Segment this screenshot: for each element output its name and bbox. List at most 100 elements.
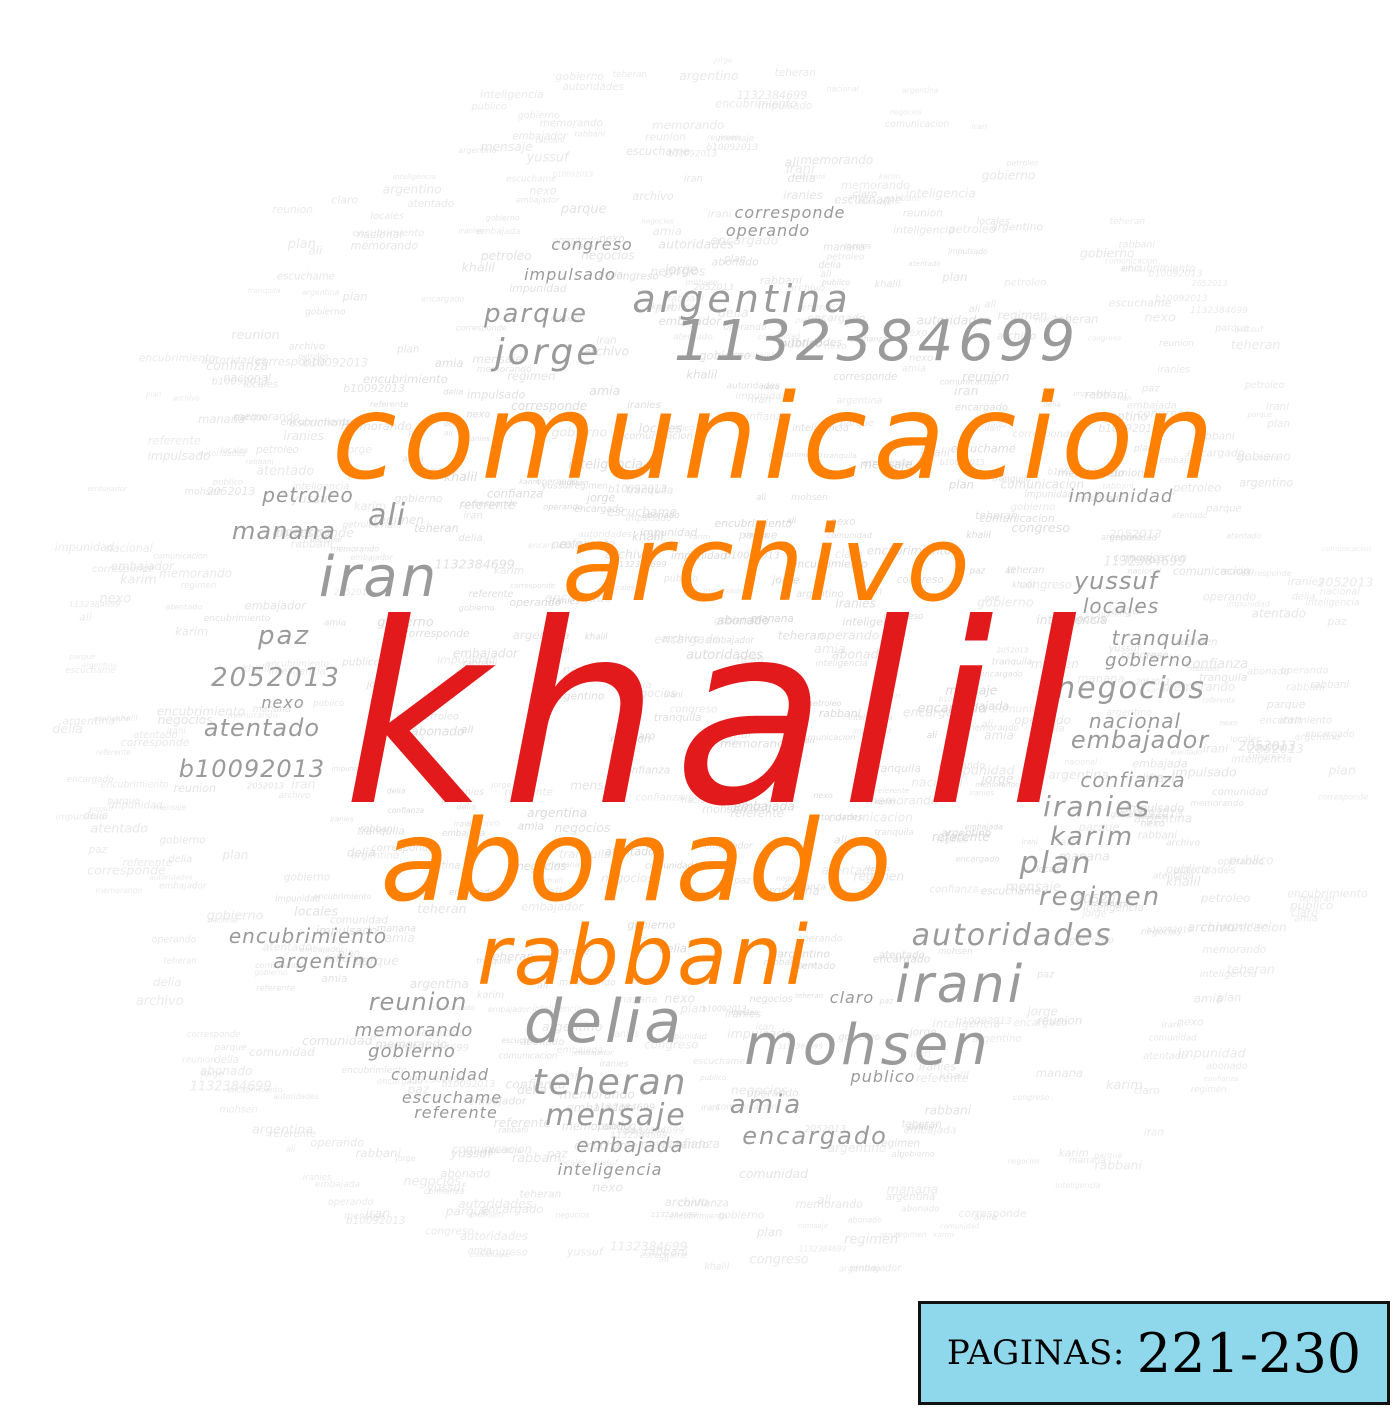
filler-word: referente <box>96 748 131 757</box>
filler-word: memorando <box>341 419 412 433</box>
filler-word: paz <box>1327 615 1347 628</box>
filler-word: negocios <box>776 873 809 882</box>
filler-word: confianza <box>783 882 826 892</box>
filler-word: gobierno <box>1011 502 1056 513</box>
filler-word: argentina <box>483 1145 523 1155</box>
filler-word: rabbani <box>1092 899 1123 908</box>
filler-word: manana <box>198 412 245 426</box>
filler-word: manana <box>1077 672 1124 686</box>
filler-word: encubrimiento <box>280 417 352 428</box>
filler-word: memorando <box>1202 944 1266 956</box>
filler-word: irani <box>1203 741 1229 755</box>
filler-word: ali <box>659 1255 670 1265</box>
filler-word: khalil <box>966 530 991 541</box>
cloud-word-yussuf: yussuf <box>1073 567 1161 595</box>
filler-word: karim <box>354 500 386 513</box>
filler-word: embajador <box>111 559 175 573</box>
filler-word: embajador <box>516 195 560 204</box>
filler-word: referente <box>269 1129 316 1140</box>
filler-word: 2052013 <box>1136 678 1170 687</box>
filler-word: 1132384699 <box>778 1042 824 1051</box>
filler-word: argentino <box>736 662 771 671</box>
filler-word: argentina <box>513 628 570 642</box>
filler-word: plan <box>1216 992 1241 1005</box>
filler-word: argentina <box>410 977 469 991</box>
filler-word: paz <box>88 844 108 856</box>
filler-word: nexo <box>466 409 490 420</box>
filler-word: iran <box>954 383 978 398</box>
filler-word: encubrimiento <box>157 705 246 719</box>
filler-word: operando <box>740 349 780 359</box>
filler-word: locales <box>243 380 278 391</box>
filler-word: nexo <box>1144 311 1176 326</box>
filler-word: iranies <box>919 1060 956 1073</box>
filler-word: referente <box>630 1125 665 1134</box>
filler-word: argentino <box>679 69 738 83</box>
cloud-word-gobierno: gobierno <box>1105 650 1193 671</box>
filler-word: jorge <box>200 1070 223 1080</box>
filler-word: mensaje <box>860 457 913 472</box>
filler-word: gobierno <box>518 110 560 121</box>
filler-word: nexo <box>617 1126 637 1135</box>
filler-word: ali <box>785 155 800 170</box>
filler-word: abonado <box>411 725 465 739</box>
filler-word: abonado <box>520 1037 564 1048</box>
filler-word: khalil <box>116 713 139 723</box>
filler-word: amia <box>384 931 414 945</box>
filler-word: delia <box>456 802 476 812</box>
filler-word: regimen <box>998 309 1048 323</box>
filler-word: abonado <box>200 1064 253 1078</box>
filler-word: b10092013 <box>346 1215 405 1227</box>
filler-word: escuchame <box>626 145 690 158</box>
filler-word: memorando <box>1162 680 1235 694</box>
filler-word: b10092013 <box>1155 293 1208 304</box>
filler-word: impulsado <box>948 247 988 256</box>
filler-word: karim <box>1147 686 1168 695</box>
filler-word: inteligencia <box>480 88 544 101</box>
filler-word: comunicacion <box>828 810 913 824</box>
cloud-word-argentina: argentina <box>632 277 851 321</box>
filler-word: impunidad <box>853 726 892 735</box>
filler-word: referente <box>1202 695 1236 704</box>
filler-word: encargado <box>377 1077 423 1087</box>
filler-word: confianza <box>505 1077 565 1092</box>
filler-word: manana <box>549 860 580 869</box>
filler-word: jorge <box>1106 603 1140 618</box>
filler-word: encargado <box>903 705 970 720</box>
filler-word: impunidad <box>55 541 115 554</box>
filler-word: archivo <box>279 791 311 801</box>
filler-word: plan <box>756 1225 783 1239</box>
filler-word: argentino <box>941 828 991 840</box>
filler-word: confianza <box>1185 657 1248 672</box>
cloud-word-jorge: jorge <box>490 332 602 373</box>
filler-word: memorando <box>228 710 278 720</box>
filler-word: autoridades <box>198 449 246 458</box>
filler-word: comunidad <box>255 960 302 970</box>
filler-word: paz <box>969 566 986 576</box>
filler-word: corresponde <box>460 498 518 509</box>
filler-word: rabbani <box>763 957 799 968</box>
filler-word: publico <box>312 699 344 709</box>
filler-word: plan <box>341 289 367 303</box>
pages-badge: PAGINAS: 221-230 <box>918 1301 1390 1405</box>
filler-word: argentino <box>542 1019 603 1034</box>
filler-word: rabbani <box>360 824 396 835</box>
filler-word: nexo <box>737 652 765 665</box>
filler-word: operando <box>1218 857 1264 868</box>
cloud-word-atentado: atentado <box>204 714 320 742</box>
filler-word: yussuf <box>566 1245 605 1258</box>
filler-word: memorando <box>560 1086 636 1101</box>
filler-word: gobierno <box>839 1032 881 1043</box>
filler-word: argentina <box>886 1191 936 1203</box>
filler-word: negocios <box>403 1174 461 1189</box>
filler-word: embajador <box>87 484 128 493</box>
filler-word: ali <box>1005 567 1016 577</box>
filler-word: memorando <box>233 410 300 423</box>
filler-word: iranies <box>303 1173 332 1183</box>
filler-word: petroleo <box>1006 159 1039 168</box>
filler-word: negocios <box>1055 613 1105 626</box>
filler-word: teheran <box>613 70 647 80</box>
filler-word: iranies <box>549 596 580 607</box>
filler-word: parque <box>213 1043 247 1053</box>
filler-word: b10092013 <box>939 695 980 704</box>
